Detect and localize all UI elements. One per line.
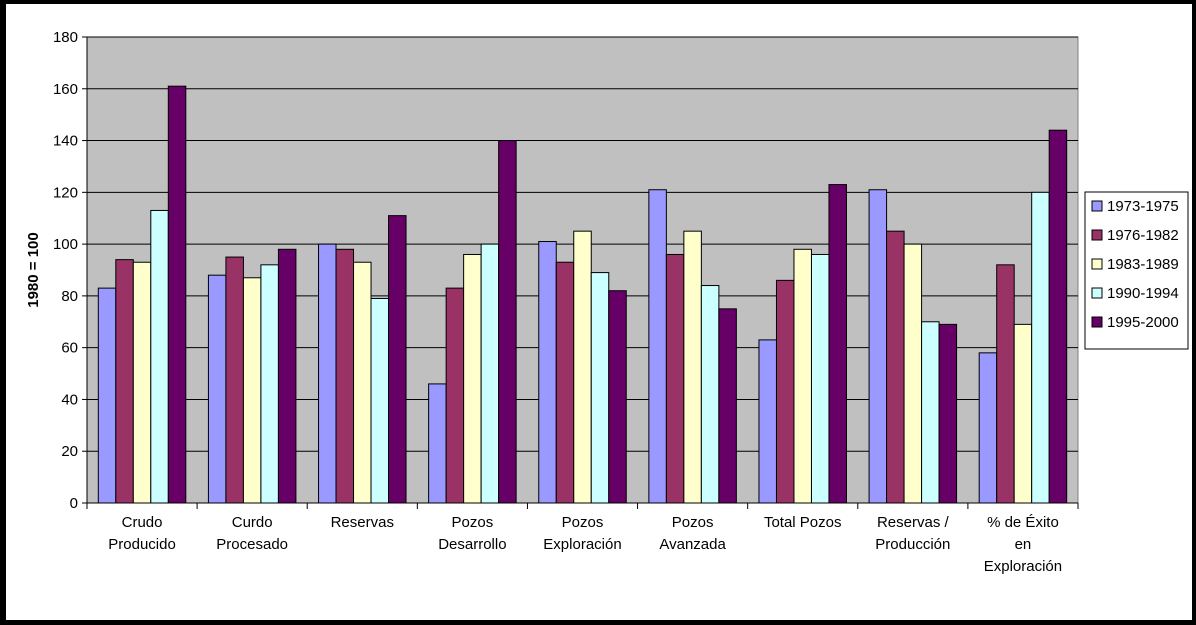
legend-swatch <box>1091 229 1103 241</box>
bar-1973-1975-5 <box>648 189 667 504</box>
bar-1983-1989-4 <box>573 230 592 504</box>
bar-1990-1994-2 <box>370 297 390 504</box>
legend-swatch <box>1091 287 1103 299</box>
bar-1990-1994-8 <box>1031 191 1050 504</box>
bar-1976-1982-2 <box>335 248 355 504</box>
bar-1990-1994-6 <box>810 253 830 504</box>
x-category-labels: Crudo Producido Curdo Procesado Reservas Pozo… <box>108 514 1062 575</box>
bar-1973-1975-2 <box>318 243 337 504</box>
x-category-label: Reservas <box>331 514 394 531</box>
y-tick-label: 180 <box>53 29 78 46</box>
legend-entry: 1995-2000 <box>1107 314 1179 331</box>
bar-1983-1989-1 <box>242 277 262 504</box>
bar-1976-1982-8 <box>996 264 1015 504</box>
bar-1976-1982-1 <box>225 256 244 504</box>
x-category-label: Reservas / Producción <box>875 514 950 553</box>
bar-1995-2000-8 <box>1048 129 1068 504</box>
y-tick-label: 80 <box>61 288 78 305</box>
y-tick-label: 20 <box>61 443 78 460</box>
x-category-label: Pozos Exploración <box>543 514 621 553</box>
legend-entry: 1973-1975 <box>1107 198 1179 215</box>
bar-1990-1994-1 <box>260 264 279 504</box>
bar-1973-1975-3 <box>428 383 447 504</box>
bar-1976-1982-4 <box>555 261 575 504</box>
bar-1995-2000-0 <box>167 85 187 504</box>
bar-1976-1982-3 <box>445 287 465 504</box>
bar-1990-1994-5 <box>700 285 720 504</box>
bar-1983-1989-2 <box>353 261 372 504</box>
y-tick-label: 60 <box>61 340 78 357</box>
bar-1983-1989-3 <box>463 253 482 504</box>
axes <box>86 37 1079 509</box>
y-tick-label: 120 <box>53 184 78 201</box>
bar-1995-2000-1 <box>277 248 297 504</box>
bar-1995-2000-5 <box>718 308 737 504</box>
x-category-label: % de Éxito en Exploración <box>984 514 1062 575</box>
legend-swatch <box>1091 316 1103 328</box>
bar-1983-1989-0 <box>132 261 152 504</box>
legend-entry: 1976-1982 <box>1107 227 1179 244</box>
y-tick-label: 40 <box>61 391 78 408</box>
y-tick-label: 0 <box>70 495 78 512</box>
bar-1995-2000-4 <box>608 290 627 504</box>
y-tick-label: 140 <box>53 133 78 150</box>
bar-1990-1994-7 <box>921 321 940 504</box>
bar-1976-1982-5 <box>665 253 685 504</box>
bar-1995-2000-6 <box>828 184 847 504</box>
bar-1990-1994-0 <box>150 209 169 504</box>
bar-1995-2000-2 <box>388 215 407 504</box>
bar-1973-1975-0 <box>97 287 117 504</box>
x-category-label: Crudo Producido <box>108 514 176 553</box>
bar-1983-1989-5 <box>683 230 702 504</box>
bar-1976-1982-0 <box>115 259 134 504</box>
x-category-label: Pozos Avanzada <box>659 514 726 553</box>
bar-1973-1975-4 <box>538 241 557 504</box>
legend-entry: 1983-1989 <box>1107 256 1179 273</box>
bar-1973-1975-6 <box>758 339 777 504</box>
bar-1995-2000-3 <box>498 140 517 504</box>
bar-1973-1975-7 <box>868 189 888 504</box>
bar-1973-1975-1 <box>207 274 227 504</box>
bar-1990-1994-3 <box>480 243 500 504</box>
y-tick-label: 160 <box>53 81 78 98</box>
legend-swatch <box>1091 258 1103 270</box>
y-tick-labels: 0 20 40 60 80 100 120 140 160 180 <box>53 29 78 512</box>
bar-1983-1989-8 <box>1013 323 1033 504</box>
bar-1976-1982-7 <box>886 230 905 504</box>
bar-1976-1982-6 <box>775 279 795 504</box>
y-tick-label: 100 <box>53 236 78 253</box>
bar-1983-1989-7 <box>903 243 923 504</box>
bar-1990-1994-4 <box>590 272 610 504</box>
bar-1995-2000-7 <box>938 323 958 504</box>
legend-entry: 1990-1994 <box>1107 285 1179 302</box>
x-category-label: Curdo Procesado <box>216 514 288 553</box>
legend: 1973-1975 1976-1982 1983-1989 1990-1994 1995… <box>1084 191 1189 350</box>
bar-1973-1975-8 <box>978 352 998 504</box>
bars <box>97 85 1068 504</box>
bar-1983-1989-6 <box>793 248 812 504</box>
x-category-label: Total Pozos <box>764 514 842 531</box>
legend-swatch <box>1091 200 1103 212</box>
y-axis-label: 1980 = 100 <box>25 232 42 308</box>
x-category-label: Pozos Desarrollo <box>438 514 506 553</box>
